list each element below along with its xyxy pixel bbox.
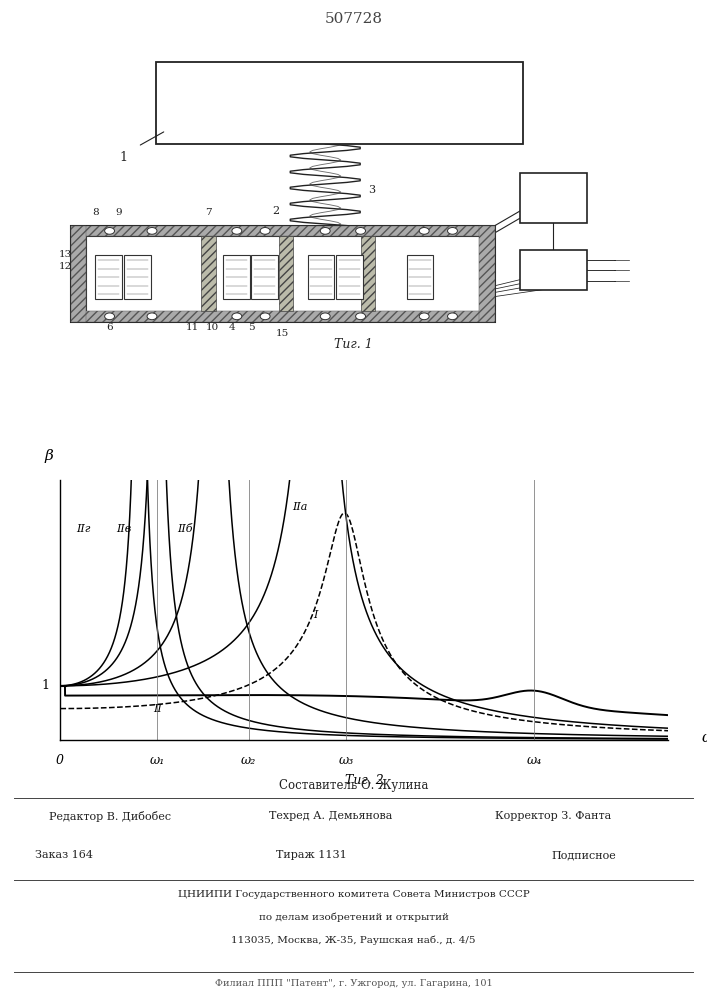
- Text: β: β: [45, 449, 54, 463]
- Circle shape: [147, 228, 157, 234]
- Text: ЦНИИПИ Государственного комитета Совета Министров СССР: ЦНИИПИ Государственного комитета Совета …: [177, 890, 530, 899]
- Bar: [520, 173, 587, 223]
- Text: Тираж 1131: Тираж 1131: [276, 850, 346, 860]
- Text: 113035, Москва, Ж-35, Раушская наб., д. 4/5: 113035, Москва, Ж-35, Раушская наб., д. …: [231, 936, 476, 945]
- Bar: [223, 255, 250, 299]
- Bar: [71, 226, 495, 322]
- Bar: [71, 226, 495, 236]
- Bar: [251, 255, 278, 299]
- Text: 11: 11: [186, 323, 199, 332]
- Circle shape: [320, 313, 330, 320]
- Circle shape: [105, 313, 115, 320]
- Text: 13: 13: [59, 250, 71, 259]
- Bar: [361, 236, 375, 311]
- Text: 4: 4: [228, 323, 235, 332]
- Bar: [95, 255, 122, 299]
- Text: 15: 15: [276, 329, 289, 338]
- Text: 3: 3: [368, 185, 375, 195]
- Text: IIб: IIб: [177, 524, 192, 534]
- Bar: [86, 236, 479, 311]
- Circle shape: [419, 228, 429, 234]
- Text: ω₂: ω₂: [241, 754, 256, 767]
- Circle shape: [232, 228, 242, 234]
- Circle shape: [356, 313, 366, 320]
- Bar: [336, 255, 363, 299]
- Text: 14: 14: [478, 238, 491, 247]
- Circle shape: [448, 313, 457, 320]
- Text: 17: 17: [546, 192, 560, 202]
- Text: 10: 10: [206, 323, 218, 332]
- Circle shape: [260, 313, 270, 320]
- Circle shape: [260, 228, 270, 234]
- Text: IIв: IIв: [117, 524, 132, 534]
- Text: Редактор В. Дибобес: Редактор В. Дибобес: [49, 811, 172, 822]
- Text: 507728: 507728: [325, 12, 382, 26]
- Circle shape: [356, 228, 366, 234]
- Text: Составитель О. Жулина: Составитель О. Жулина: [279, 779, 428, 792]
- Text: ω: ω: [701, 731, 707, 745]
- Bar: [479, 226, 495, 322]
- Text: 1: 1: [119, 151, 128, 164]
- Bar: [156, 62, 523, 144]
- Text: 7: 7: [205, 208, 212, 217]
- Text: 2: 2: [272, 206, 279, 216]
- Text: IIа: IIа: [293, 502, 308, 512]
- Bar: [71, 311, 495, 322]
- Text: 8: 8: [92, 208, 99, 217]
- Text: по делам изобретений и открытий: по делам изобретений и открытий: [259, 913, 448, 922]
- Circle shape: [147, 313, 157, 320]
- Text: Техред А. Демьянова: Техред А. Демьянова: [269, 811, 392, 821]
- Circle shape: [419, 313, 429, 320]
- Text: 9: 9: [115, 208, 122, 217]
- Circle shape: [105, 228, 115, 234]
- Text: 0: 0: [56, 754, 64, 767]
- Text: Τиг. 1: Τиг. 1: [334, 338, 373, 351]
- Bar: [407, 255, 433, 299]
- Text: 5: 5: [248, 323, 255, 332]
- Text: ω₄: ω₄: [527, 754, 542, 767]
- Text: ω₃: ω₃: [338, 754, 354, 767]
- Circle shape: [320, 228, 330, 234]
- Circle shape: [232, 313, 242, 320]
- Bar: [308, 255, 334, 299]
- Text: Корректор З. Фанта: Корректор З. Фанта: [495, 811, 611, 821]
- Text: Τиг. 2: Τиг. 2: [345, 774, 383, 787]
- Text: Подписное: Подписное: [551, 850, 617, 860]
- Text: Заказ 164: Заказ 164: [35, 850, 93, 860]
- Text: 6: 6: [106, 323, 113, 332]
- Circle shape: [448, 228, 457, 234]
- Text: IIг: IIг: [76, 524, 90, 534]
- Bar: [71, 226, 86, 322]
- Text: 12: 12: [59, 262, 71, 271]
- Text: ω₁: ω₁: [150, 754, 165, 767]
- Text: 16: 16: [546, 264, 560, 274]
- Bar: [279, 236, 293, 311]
- Bar: [520, 250, 587, 290]
- Text: II: II: [153, 704, 162, 714]
- Text: Филиал ППП "Патент", г. Ужгород, ул. Гагарина, 101: Филиал ППП "Патент", г. Ужгород, ул. Гаг…: [215, 979, 492, 988]
- Bar: [201, 236, 216, 311]
- Text: 1: 1: [41, 679, 49, 692]
- Bar: [124, 255, 151, 299]
- Text: I: I: [313, 610, 317, 620]
